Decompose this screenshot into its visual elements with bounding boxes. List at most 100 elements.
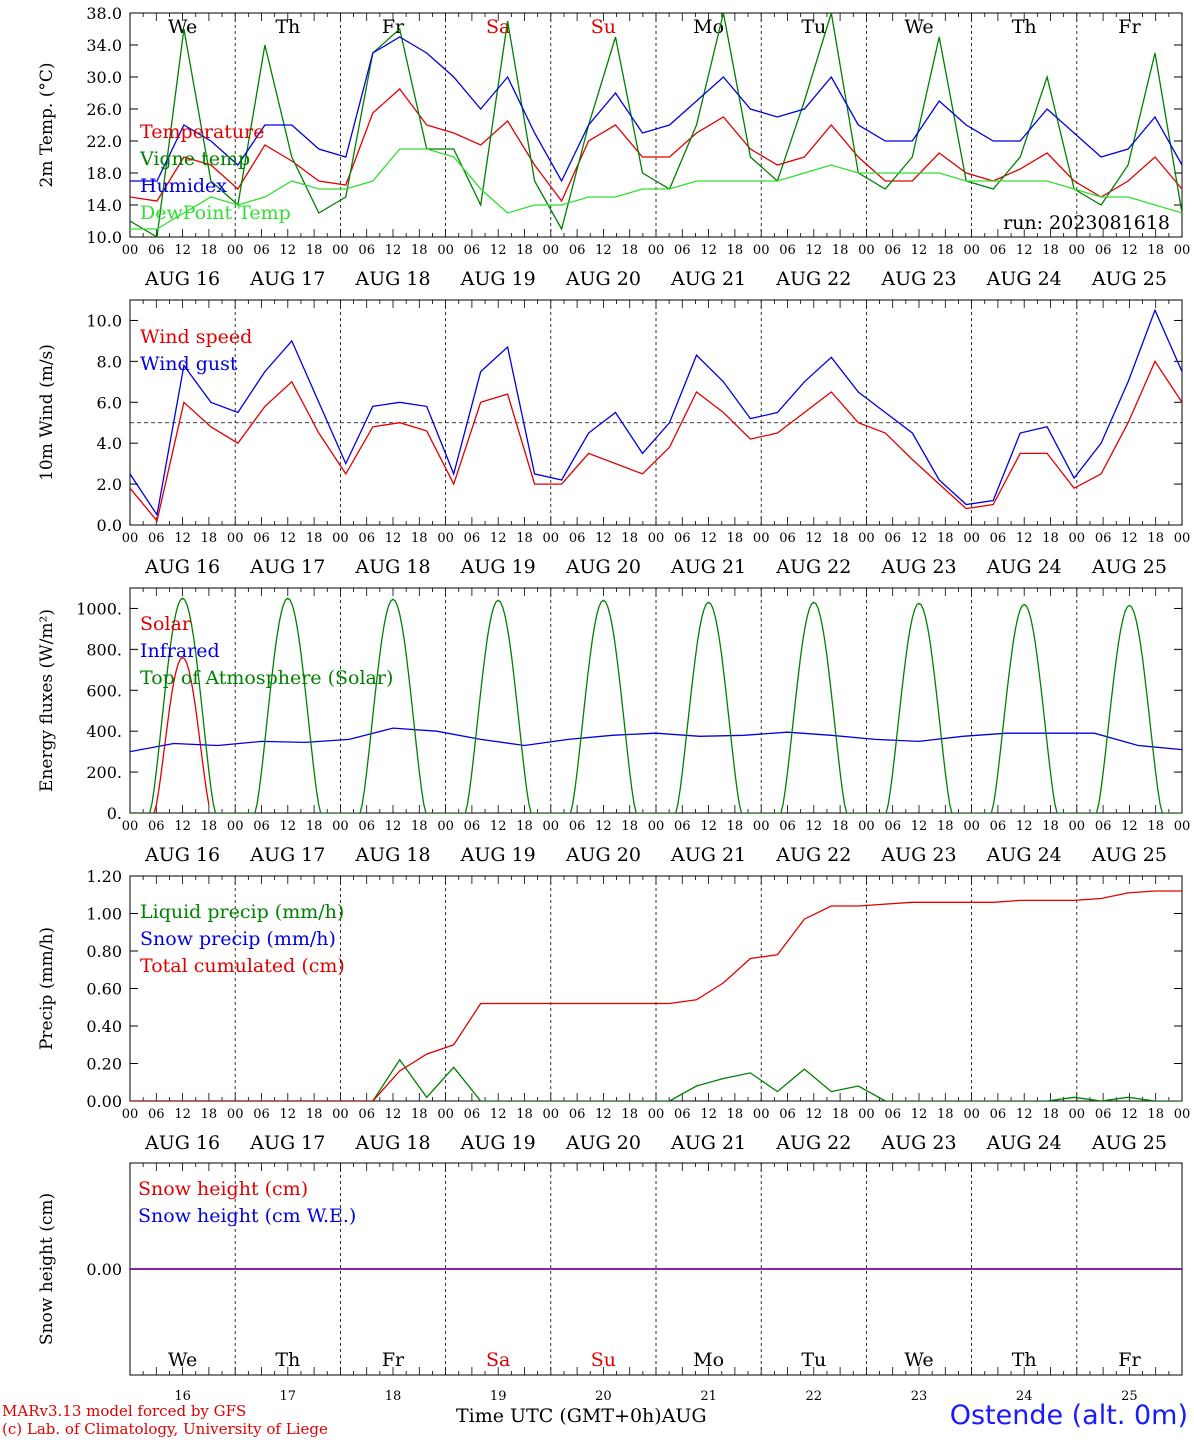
- hour-label: 12: [490, 243, 507, 258]
- date-label: AUG 23: [880, 844, 956, 866]
- model-credit: MARv3.13 model forced by GFS: [2, 1402, 247, 1420]
- hour-label: 18: [621, 1107, 638, 1122]
- hour-label: 18: [306, 819, 323, 834]
- hour-label: 00: [963, 243, 980, 258]
- hour-label: 06: [464, 243, 481, 258]
- date-label: AUG 23: [880, 268, 956, 290]
- hour-label: 00: [122, 1107, 139, 1122]
- hour-label: 06: [148, 243, 165, 258]
- hour-label: 18: [201, 531, 218, 546]
- hour-label: 06: [990, 819, 1007, 834]
- date-label: AUG 24: [986, 268, 1062, 290]
- y-axis-title: Energy fluxes (W/m²): [37, 609, 57, 792]
- hour-label: 12: [280, 1107, 297, 1122]
- hour-label: 00: [332, 531, 349, 546]
- hour-label: 06: [779, 1107, 796, 1122]
- date-label: AUG 22: [775, 556, 851, 578]
- y-tick-label: 18.0: [86, 164, 122, 183]
- date-label: AUG 23: [880, 556, 956, 578]
- hour-label: 06: [148, 1107, 165, 1122]
- date-label: AUG 16: [144, 556, 220, 578]
- date-label: AUG 20: [565, 1132, 641, 1154]
- date-label: AUG 24: [986, 556, 1062, 578]
- date-label: AUG 23: [880, 1132, 956, 1154]
- y-tick-label: 0.60: [86, 980, 122, 999]
- date-label: AUG 25: [1091, 556, 1167, 578]
- hour-label: 18: [937, 819, 954, 834]
- hour-label: 18: [1042, 243, 1059, 258]
- weekday-label: Sa: [486, 1349, 510, 1371]
- hour-label: 12: [280, 243, 297, 258]
- hour-label: 06: [148, 531, 165, 546]
- y-tick-label: 0.40: [86, 1017, 122, 1036]
- y-tick-label: 8.0: [97, 352, 122, 371]
- hour-label: 12: [911, 243, 928, 258]
- hour-label: 00: [437, 1107, 454, 1122]
- hour-label: 12: [174, 819, 191, 834]
- series-line-total-cumulated-cm: [130, 890, 1182, 1101]
- hour-label: 00: [227, 1107, 244, 1122]
- hour-label: 06: [1095, 1107, 1112, 1122]
- panel-frame: [129, 587, 1183, 814]
- hour-label: 00: [332, 243, 349, 258]
- hour-label: 12: [1121, 1107, 1138, 1122]
- hour-label: 00: [227, 819, 244, 834]
- hour-label: 06: [569, 1107, 586, 1122]
- hour-label: 06: [1095, 819, 1112, 834]
- legend-entry: Wind gust: [140, 353, 238, 375]
- hour-label: 00: [648, 243, 665, 258]
- y-tick-label: 0.: [107, 804, 122, 823]
- hour-label: 06: [569, 531, 586, 546]
- hour-label: 12: [174, 531, 191, 546]
- hour-label: 12: [700, 243, 717, 258]
- hour-label: 18: [411, 243, 428, 258]
- legend-entry: Infrared: [140, 640, 220, 662]
- y-tick-label: 6.0: [97, 393, 122, 412]
- hour-label: 18: [411, 531, 428, 546]
- hour-label: 12: [911, 1107, 928, 1122]
- weekday-label: Th: [275, 16, 300, 38]
- weekday-label: We: [904, 1349, 933, 1371]
- weekday-label: Fr: [1118, 1349, 1141, 1371]
- date-label: AUG 19: [460, 1132, 536, 1154]
- hour-label: 06: [1095, 243, 1112, 258]
- legend-entry: Snow height (cm W.E.): [138, 1205, 356, 1227]
- date-label: AUG 25: [1091, 844, 1167, 866]
- legend-entry: Top of Atmosphere (Solar): [140, 667, 393, 689]
- hour-label: 18: [937, 243, 954, 258]
- day-number: 24: [1016, 1389, 1033, 1404]
- hour-label: 00: [963, 1107, 980, 1122]
- panel-frame: [129, 299, 1183, 526]
- day-number: 18: [385, 1389, 402, 1404]
- hour-label: 00: [858, 1107, 875, 1122]
- hour-label: 18: [1147, 819, 1164, 834]
- y-tick-label: 0.0: [97, 516, 122, 535]
- hour-label: 00: [648, 531, 665, 546]
- series-group: [130, 597, 1182, 813]
- hour-label: 00: [753, 243, 770, 258]
- hour-label: 00: [437, 819, 454, 834]
- hour-label: 12: [700, 531, 717, 546]
- panel-precip: 0.00 0.20 0.40 0.60 0.80 1.00 1.20 Precip (mm/h…: [37, 867, 1190, 1154]
- series-line-humidex: [130, 36, 1182, 183]
- hour-label: 06: [674, 243, 691, 258]
- hour-label: 00: [122, 531, 139, 546]
- hour-label: 06: [464, 531, 481, 546]
- y-tick-label: 22.0: [86, 132, 122, 151]
- series-line-wind-speed: [130, 360, 1182, 523]
- hour-label: 12: [911, 819, 928, 834]
- hour-label: 12: [595, 819, 612, 834]
- hour-label: 12: [490, 819, 507, 834]
- hour-label: 12: [490, 1107, 507, 1122]
- hour-label: 12: [911, 531, 928, 546]
- hour-label: 18: [1042, 819, 1059, 834]
- y-tick-label: 10.0: [86, 311, 122, 330]
- hour-label: 12: [806, 243, 823, 258]
- hour-label: 12: [700, 819, 717, 834]
- hour-label: 00: [543, 243, 560, 258]
- hour-label: 06: [1095, 531, 1112, 546]
- hour-label: 00: [543, 531, 560, 546]
- hour-label: 18: [621, 819, 638, 834]
- date-label: AUG 17: [249, 844, 325, 866]
- date-label: AUG 17: [249, 556, 325, 578]
